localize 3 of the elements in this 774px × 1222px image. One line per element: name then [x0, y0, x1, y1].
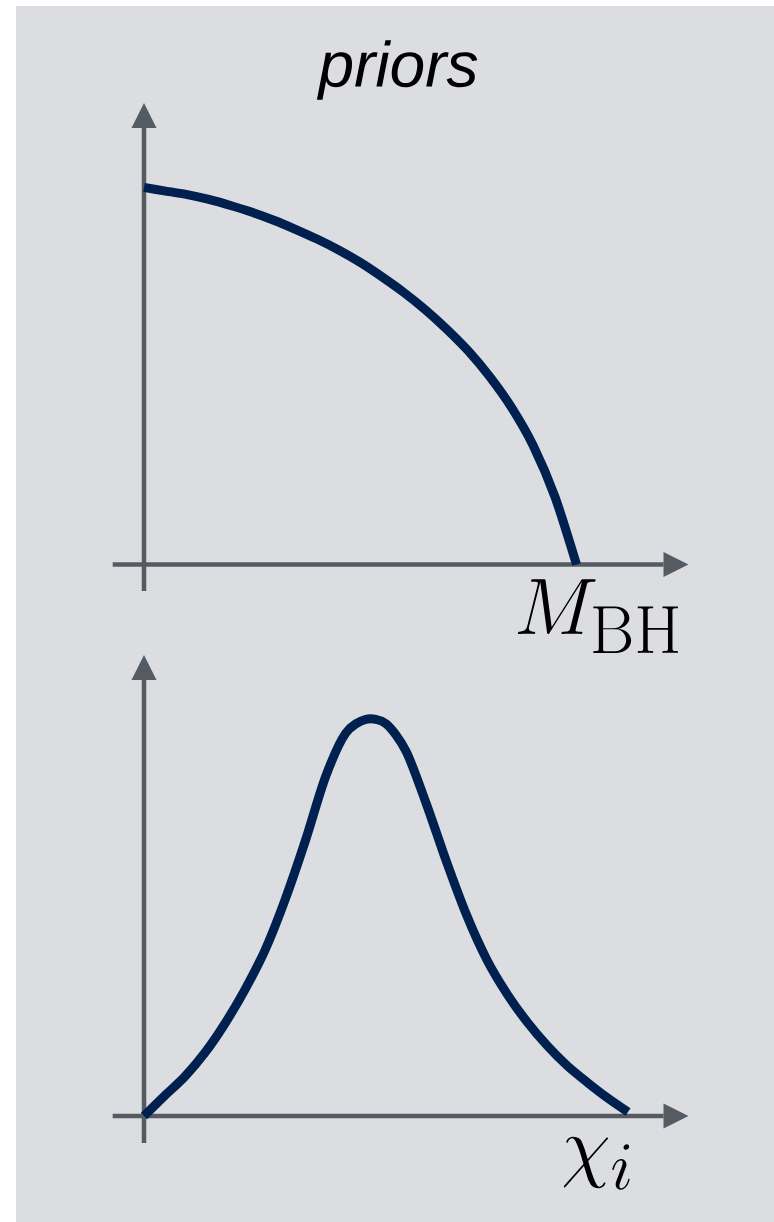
- x-axis-title: $\chi_i$: [563, 1136, 630, 1190]
- chart-title: priors: [316, 40, 478, 100]
- x-axis-title: $M_{\mathrm{BH}}$: [517, 579, 678, 653]
